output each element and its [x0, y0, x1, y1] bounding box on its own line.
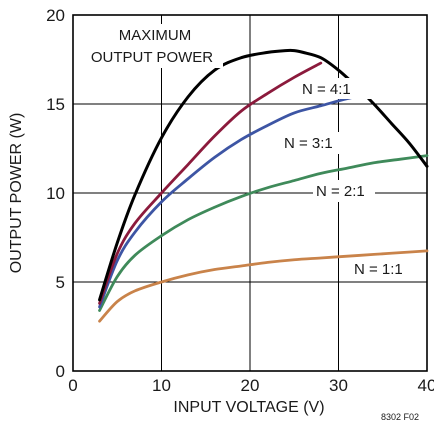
- series-line-max-output-power: [98, 48, 429, 302]
- annotation-bg-n31: [280, 132, 344, 154]
- annotation-n31: N = 3:1: [284, 135, 333, 152]
- tick-labels: 0 10 20 30 40 0 5 10 15 20: [46, 6, 434, 395]
- series-line-n-2-1: [98, 154, 429, 312]
- annotation-n11: N = 1:1: [354, 261, 403, 278]
- annotation-bg-max: [85, 24, 223, 68]
- annotation-max-line1: MAXIMUM: [119, 27, 192, 44]
- series-line-n-3-1: [98, 91, 376, 309]
- annotation-max-line2: OUTPUT POWER: [91, 49, 213, 66]
- y-tick-label: 15: [46, 95, 65, 114]
- annotation-n41: N = 4:1: [302, 81, 351, 98]
- x-tick-label: 20: [241, 376, 260, 395]
- series-line-n-4-1: [98, 61, 323, 305]
- y-tick-label: 0: [56, 362, 65, 381]
- plot-frame: [72, 14, 428, 372]
- y-tick-label: 5: [56, 273, 65, 292]
- x-tick-label: 30: [329, 376, 348, 395]
- annotation-bg-n21: [313, 180, 375, 202]
- x-tick-label: 10: [152, 376, 171, 395]
- y-tick-label: 10: [46, 184, 65, 203]
- annotation-n21: N = 2:1: [316, 183, 365, 200]
- figure-id: 8302 F02: [381, 412, 419, 422]
- y-axis-label: OUTPUT POWER (W): [8, 113, 25, 274]
- x-tick-label: 0: [68, 376, 77, 395]
- series-group: [98, 48, 429, 323]
- x-axis-label: INPUT VOLTAGE (V): [173, 399, 324, 416]
- series-line-n-1-1: [98, 249, 429, 323]
- annotation-bg-n11: [350, 258, 408, 280]
- x-tick-label: 40: [418, 376, 434, 395]
- annotation-bg-n41: [296, 78, 378, 99]
- y-tick-label: 20: [46, 6, 65, 25]
